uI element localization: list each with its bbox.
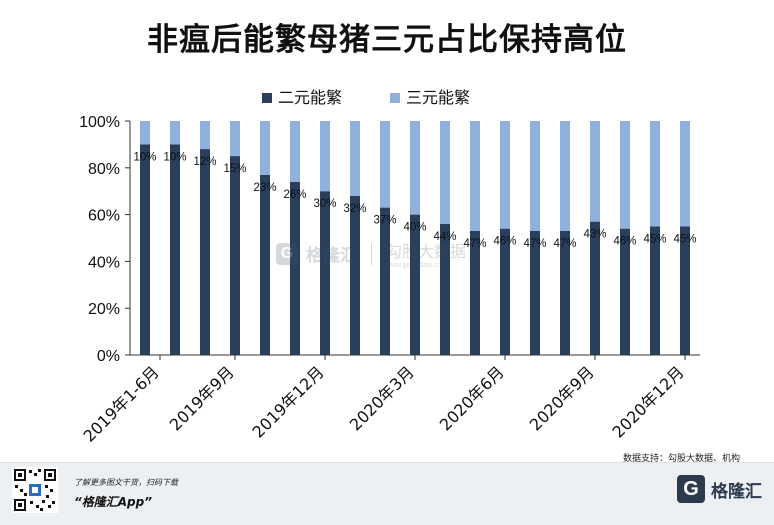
legend-label-0: 二元能繁	[278, 88, 342, 107]
bar-light-12	[500, 121, 510, 229]
x-tick-label: 2020年3月	[346, 362, 418, 434]
legend-swatch-0	[262, 93, 272, 103]
watermark: G 格隆汇 勾股大数据 www.gogudata.com	[276, 238, 466, 269]
bar-light-15	[590, 121, 600, 222]
data-label-14: 47%	[553, 238, 576, 250]
source-note: 数据支持：勾股大数据、机构	[622, 454, 740, 464]
data-label-10: 44%	[433, 231, 456, 243]
data-label-16: 46%	[613, 236, 636, 248]
bar-dark-15	[590, 221, 600, 355]
watermark-url: www.gogudata.com	[386, 262, 448, 269]
watermark-right: 勾股大数据 www.gogudata.com	[386, 238, 466, 269]
data-label-1: 10%	[163, 151, 186, 163]
chart-title: 非瘟后能繁母猪三元占比保持高位	[147, 22, 627, 58]
data-label-17: 45%	[643, 233, 666, 245]
bar-light-14	[560, 121, 570, 231]
bar-dark-3	[230, 156, 240, 355]
data-label-15: 43%	[583, 229, 606, 241]
bar-dark-13	[530, 230, 540, 355]
data-label-3: 15%	[223, 163, 246, 175]
bar-dark-10	[440, 223, 450, 355]
brand-logo: G 格隆汇	[677, 473, 762, 505]
y-tick-label: 20%	[88, 301, 120, 318]
brand-logo-icon: G	[677, 475, 705, 503]
data-label-9: 40%	[403, 222, 426, 234]
bar-dark-2	[200, 149, 210, 355]
x-tick-label: 2019年1-6月	[79, 362, 162, 445]
watermark-brand: 格隆汇	[306, 246, 357, 266]
x-tick-label: 2019年12月	[249, 362, 328, 441]
bar-dark-11	[470, 230, 480, 355]
bar-dark-14	[560, 230, 570, 355]
bar-dark-17	[650, 226, 660, 355]
data-label-18: 45%	[673, 233, 696, 245]
bar-light-5	[290, 121, 300, 182]
bar-light-1	[170, 121, 180, 145]
data-label-12: 46%	[493, 236, 516, 248]
bar-dark-7	[350, 195, 360, 355]
bar-light-7	[350, 121, 360, 196]
data-label-11: 47%	[463, 238, 486, 250]
qr-code-icon[interactable]	[12, 467, 58, 513]
x-tick-label: 2020年9月	[526, 362, 598, 434]
data-label-2: 12%	[193, 156, 216, 168]
bar-dark-6	[320, 191, 330, 355]
data-label-13: 47%	[523, 238, 546, 250]
watermark-logo-icon: G	[276, 242, 298, 265]
bar-dark-18	[680, 226, 690, 355]
legend-swatch-1	[390, 93, 400, 103]
bar-dark-4	[260, 174, 270, 355]
data-label-6: 30%	[313, 198, 336, 210]
bar-light-3	[230, 121, 240, 157]
bar-dark-12	[500, 228, 510, 355]
bar-dark-16	[620, 228, 630, 355]
bar-light-17	[650, 121, 660, 227]
bar-dark-0	[140, 144, 150, 355]
data-label-8: 37%	[373, 215, 396, 227]
x-tick-label: 2019年9月	[166, 362, 238, 434]
bar-light-10	[440, 121, 450, 224]
bar-dark-1	[170, 144, 180, 355]
y-tick-label: 60%	[88, 208, 120, 225]
brand-name: 格隆汇	[711, 481, 762, 502]
footer-tagline: 了解更多图文干货，扫码下载	[74, 478, 178, 487]
data-label-0: 10%	[133, 151, 156, 163]
bar-dark-5	[290, 181, 300, 355]
bar-light-6	[320, 121, 330, 192]
watermark-cn: 勾股大数据	[386, 242, 467, 261]
bar-light-9	[410, 121, 420, 215]
bar-dark-8	[380, 207, 390, 355]
y-tick-label: 100%	[79, 114, 120, 131]
data-label-7: 32%	[343, 203, 366, 215]
x-tick-label: 2020年12月	[609, 362, 688, 441]
footer-bar: 了解更多图文干货，扫码下载 “格隆汇App” G 格隆汇	[0, 462, 774, 525]
footer-app-name: “格隆汇App”	[74, 495, 152, 509]
watermark-divider	[371, 242, 372, 265]
x-tick-label: 2020年6月	[436, 362, 508, 434]
bar-light-16	[620, 121, 630, 229]
y-tick-label: 0%	[97, 348, 120, 365]
bar-light-0	[140, 121, 150, 145]
bar-light-2	[200, 121, 210, 150]
bar-light-11	[470, 121, 480, 231]
bar-light-4	[260, 121, 270, 175]
data-label-4: 23%	[253, 182, 276, 194]
stacked-bar-chart: 二元能繁 三元能繁 0% 20% 40% 60% 80% 100% 10% 10% 12% 15% 23…	[79, 88, 700, 446]
legend-label-1: 三元能繁	[406, 88, 470, 107]
y-tick-label: 40%	[88, 254, 120, 271]
bar-light-8	[380, 121, 390, 208]
bar-light-18	[680, 121, 690, 227]
y-tick-label: 80%	[88, 161, 120, 178]
bar-light-13	[530, 121, 540, 231]
data-label-5: 26%	[283, 189, 306, 201]
bar-dark-9	[410, 214, 420, 355]
